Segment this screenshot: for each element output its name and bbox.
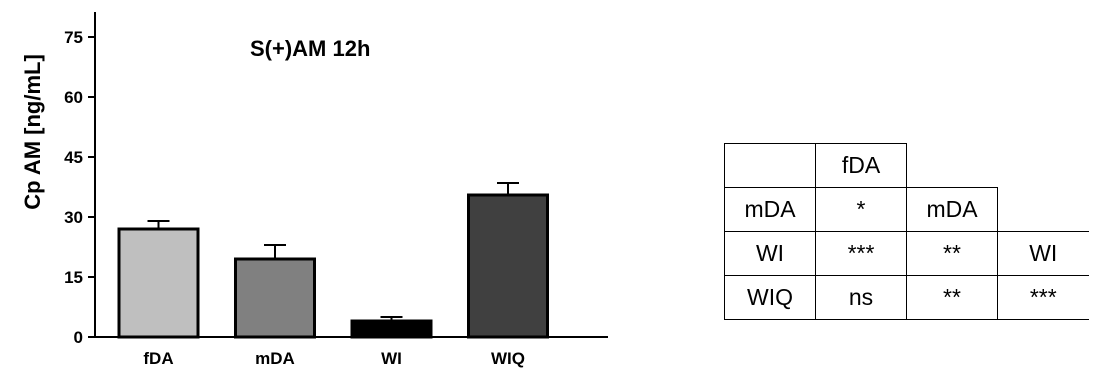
- table-cell: [998, 188, 1089, 232]
- table-cell: mDA: [724, 187, 816, 232]
- x-ticks: fDA mDA WI WIQ: [143, 349, 525, 368]
- table-cell: **: [906, 231, 998, 276]
- table-row: WIQ ns ** ***: [724, 275, 1089, 320]
- y-tick-label: 15: [64, 268, 83, 287]
- bars: [117, 193, 549, 339]
- table-row: fDA: [724, 143, 1089, 188]
- y-tick-label: 0: [74, 328, 83, 347]
- table-cell: mDA: [906, 187, 998, 232]
- x-tick-label: mDA: [255, 349, 295, 368]
- bar: [117, 227, 200, 339]
- bar: [234, 257, 316, 339]
- table-cell: WI: [724, 231, 816, 276]
- y-axis-label: Cp AM [ng/mL]: [20, 54, 45, 210]
- table-cell: WIQ: [724, 275, 816, 320]
- table-cell: [907, 144, 998, 188]
- x-tick-label: WIQ: [491, 349, 525, 368]
- x-tick-label: fDA: [143, 349, 173, 368]
- bar-chart: S(+)AM 12h Cp AM [ng/mL] 0 15 30 45 60 75 fDA…: [20, 12, 608, 368]
- significance-table: fDA mDA * mDA WI *** ** WI WIQ ns ** ***: [724, 143, 1089, 320]
- x-tick-label: WI: [381, 349, 402, 368]
- y-tick-label: 45: [64, 148, 83, 167]
- table-cell: [724, 143, 816, 188]
- bar: [350, 319, 433, 339]
- table-cell: ***: [997, 275, 1089, 320]
- table-cell: fDA: [815, 143, 907, 188]
- table-cell: *: [815, 187, 907, 232]
- table-cell: **: [906, 275, 998, 320]
- table-cell: [998, 144, 1089, 188]
- table-cell: WI: [997, 231, 1089, 276]
- y-ticks: 0 15 30 45 60 75: [64, 28, 95, 347]
- y-tick-label: 60: [64, 88, 83, 107]
- y-tick-label: 30: [64, 208, 83, 227]
- table-cell: ***: [815, 231, 907, 276]
- error-bars: [147, 182, 519, 321]
- chart-title: S(+)AM 12h: [250, 36, 370, 61]
- table-row: WI *** ** WI: [724, 231, 1089, 276]
- bar: [467, 193, 549, 339]
- table-row: mDA * mDA: [724, 187, 1089, 232]
- y-tick-label: 75: [64, 28, 83, 47]
- table-cell: ns: [815, 275, 907, 320]
